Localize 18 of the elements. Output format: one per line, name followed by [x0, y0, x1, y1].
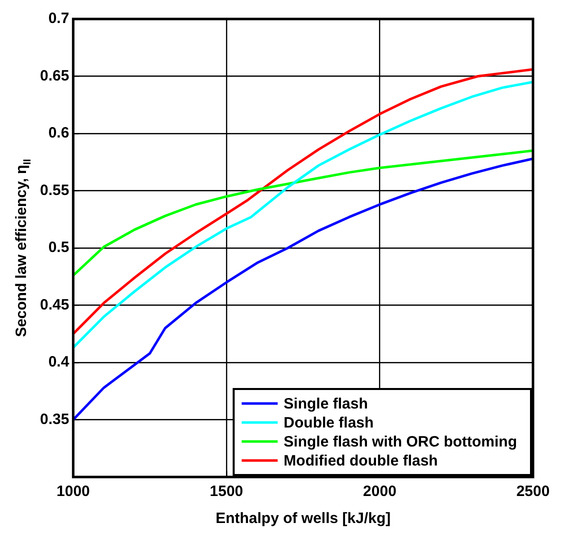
legend-label: Modified double flash [284, 452, 438, 470]
y-tick-label: 0.55 [40, 182, 70, 199]
y-tick-label: 0.35 [40, 410, 70, 428]
x-tick-label: 2500 [516, 483, 550, 500]
y-tick-label: 0.45 [40, 296, 70, 314]
y-tick-label: 0.7 [48, 10, 70, 28]
x-tick-label: 1000 [56, 483, 90, 500]
y-tick-label: 0.5 [48, 239, 70, 256]
y-tick-label: 0.65 [40, 67, 70, 84]
x-axis-title: Enthalpy of wells [kJ/kg] [216, 510, 391, 527]
legend-label: Single flash with ORC bottoming [284, 434, 518, 451]
y-axis-title: Second law efficiency, ηII [13, 158, 34, 338]
x-tick-label: 2000 [363, 483, 396, 500]
legend-label: Double flash [284, 414, 374, 432]
y-tick-label: 0.6 [48, 124, 70, 142]
legend-label: Single flash [284, 396, 368, 413]
y-tick-label: 0.4 [48, 354, 70, 371]
x-tick-label: 1500 [210, 483, 244, 500]
